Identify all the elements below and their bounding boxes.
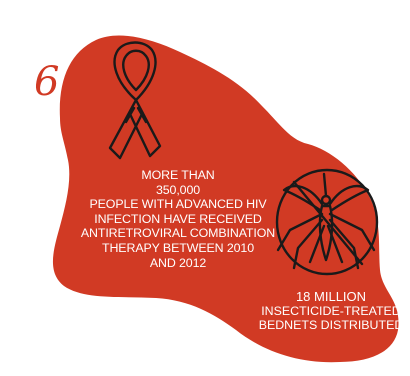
bednet-stat-line: INSECTICIDE-TREATED	[261, 304, 401, 318]
hiv-stat-line: 350,000	[155, 182, 201, 197]
bednet-stat-line: 18 MILLION	[295, 289, 367, 304]
hiv-stat-line: ANTIRETROVIRAL COMBINATION	[80, 226, 276, 241]
hiv-stat-line: THERAPY BETWEEN 2010	[101, 240, 255, 255]
awareness-ribbon-icon	[108, 41, 162, 160]
bednet-stat-line: BEDNETS DISTRIBUTED	[258, 318, 404, 332]
hiv-stat-line: PEOPLE WITH ADVANCED HIV	[89, 197, 267, 212]
page-number: 6	[34, 59, 60, 105]
hiv-stat-line: INFECTION HAVE RECEIVED	[94, 211, 262, 226]
hiv-stat-text: MORE THAN 350,000 PEOPLE WITH ADVANCED H…	[64, 168, 292, 270]
no-mosquito-icon	[275, 168, 379, 276]
hiv-stat-line: MORE THAN	[141, 168, 215, 182]
bednet-stat-text: 18 MILLION INSECTICIDE-TREATED BEDNETS D…	[252, 289, 410, 333]
hiv-stat-line: AND 2012	[149, 255, 207, 270]
